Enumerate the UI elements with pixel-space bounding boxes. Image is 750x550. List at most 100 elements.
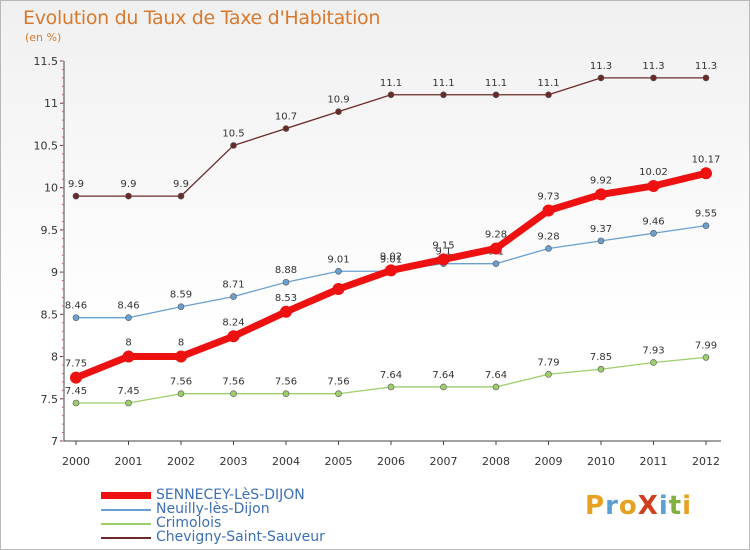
data-label: 11.1 (380, 78, 402, 89)
data-point (230, 293, 237, 300)
legend-swatch (101, 509, 151, 511)
data-label: 8.46 (117, 301, 139, 312)
y-tick-label: 10.5 (34, 139, 59, 152)
data-point (702, 222, 710, 229)
data-label: 9.15 (432, 240, 454, 251)
data-point (72, 399, 80, 407)
data-point (597, 365, 605, 373)
data-point (700, 167, 712, 180)
data-point (122, 350, 135, 363)
data-point (545, 91, 552, 99)
data-point (437, 253, 450, 266)
data-label: 8.71 (222, 280, 244, 291)
data-label: 7.99 (695, 340, 717, 351)
data-label: 10.02 (639, 167, 668, 178)
data-label: 7.45 (65, 386, 87, 397)
data-point (282, 390, 290, 398)
data-point (70, 371, 82, 384)
proxiti-logo: ProXiti (585, 491, 692, 521)
legend-label: Chevigny-Saint-Sauveur (156, 529, 325, 545)
data-label: 9.01 (327, 254, 349, 265)
data-label: 10.9 (327, 95, 349, 106)
x-tick-label: 2009 (535, 455, 563, 468)
data-label: 8.46 (65, 301, 87, 312)
legend-label: Crimolois (156, 515, 222, 531)
data-label: 8.59 (170, 290, 192, 301)
x-tick-label: 2004 (272, 455, 300, 468)
data-point (440, 383, 447, 391)
data-label: 8 (178, 338, 184, 349)
y-tick-label: 7 (51, 435, 58, 448)
data-label: 7.64 (432, 370, 454, 381)
data-point (335, 108, 342, 115)
logo-letter: r (605, 491, 619, 521)
legend-label: Neuilly-lès-Dijon (156, 501, 270, 517)
data-point (335, 390, 342, 398)
data-label: 7.56 (275, 377, 297, 388)
data-label: 11.3 (590, 61, 612, 72)
data-point (282, 125, 290, 132)
data-label: 11.1 (485, 78, 507, 89)
data-point (177, 390, 185, 398)
data-point (440, 91, 447, 99)
x-tick-label: 2005 (325, 455, 353, 468)
y-tick-label: 8.5 (41, 308, 59, 321)
y-tick-label: 9 (51, 266, 58, 279)
data-label: 9.28 (537, 231, 559, 242)
data-label: 11.1 (432, 78, 454, 89)
y-tick-label: 7.5 (41, 393, 59, 406)
data-label: 9.02 (380, 251, 402, 262)
legend-swatch (101, 537, 151, 539)
data-point (490, 242, 502, 255)
data-label: 9.28 (485, 229, 507, 240)
data-point (332, 283, 345, 295)
data-point (227, 330, 240, 343)
x-tick-label: 2012 (692, 455, 720, 468)
data-point (542, 204, 555, 217)
data-label: 8.88 (275, 265, 297, 276)
data-label: 7.85 (590, 352, 612, 363)
x-tick-label: 2003 (220, 455, 248, 468)
data-label: 7.45 (117, 386, 139, 397)
data-label: 9.9 (68, 179, 84, 190)
x-tick-label: 2010 (587, 455, 615, 468)
logo-letter: t (668, 491, 683, 521)
data-point (125, 399, 132, 407)
data-label: 10.5 (222, 128, 244, 139)
data-point (282, 278, 290, 286)
data-label: 9.92 (590, 175, 612, 186)
data-label: 7.56 (222, 377, 244, 388)
data-label: 9.73 (537, 191, 559, 202)
data-label: 7.75 (65, 359, 87, 370)
data-point (387, 91, 395, 99)
data-point (125, 192, 132, 200)
chart-title: Evolution du Taux de Taxe d'Habitation (23, 7, 381, 29)
y-tick-label: 10 (44, 182, 58, 195)
data-point (595, 188, 607, 201)
x-tick-label: 2000 (62, 455, 90, 468)
data-label: 8 (125, 338, 131, 349)
data-label: 9.9 (121, 179, 137, 190)
logo-letter: P (585, 491, 606, 521)
y-tick-label: 9.5 (41, 224, 59, 237)
data-label: 9.37 (590, 224, 612, 235)
y-tick-label: 8 (51, 351, 58, 364)
data-point (72, 314, 80, 322)
data-point (650, 74, 657, 82)
x-tick-label: 2001 (115, 455, 143, 468)
data-label: 7.79 (537, 357, 559, 368)
x-tick-label: 2011 (640, 455, 668, 468)
data-point (702, 354, 710, 361)
data-label: 7.93 (642, 345, 664, 356)
data-label: 11.1 (537, 78, 559, 89)
logo-letter: i (682, 491, 693, 521)
data-label: 7.56 (327, 377, 349, 388)
data-point (492, 383, 500, 391)
data-point (72, 192, 80, 200)
chart-subtitle: (en %) (25, 31, 62, 44)
data-point (545, 370, 552, 378)
data-point (597, 237, 605, 245)
logo-letter: i (658, 491, 669, 521)
